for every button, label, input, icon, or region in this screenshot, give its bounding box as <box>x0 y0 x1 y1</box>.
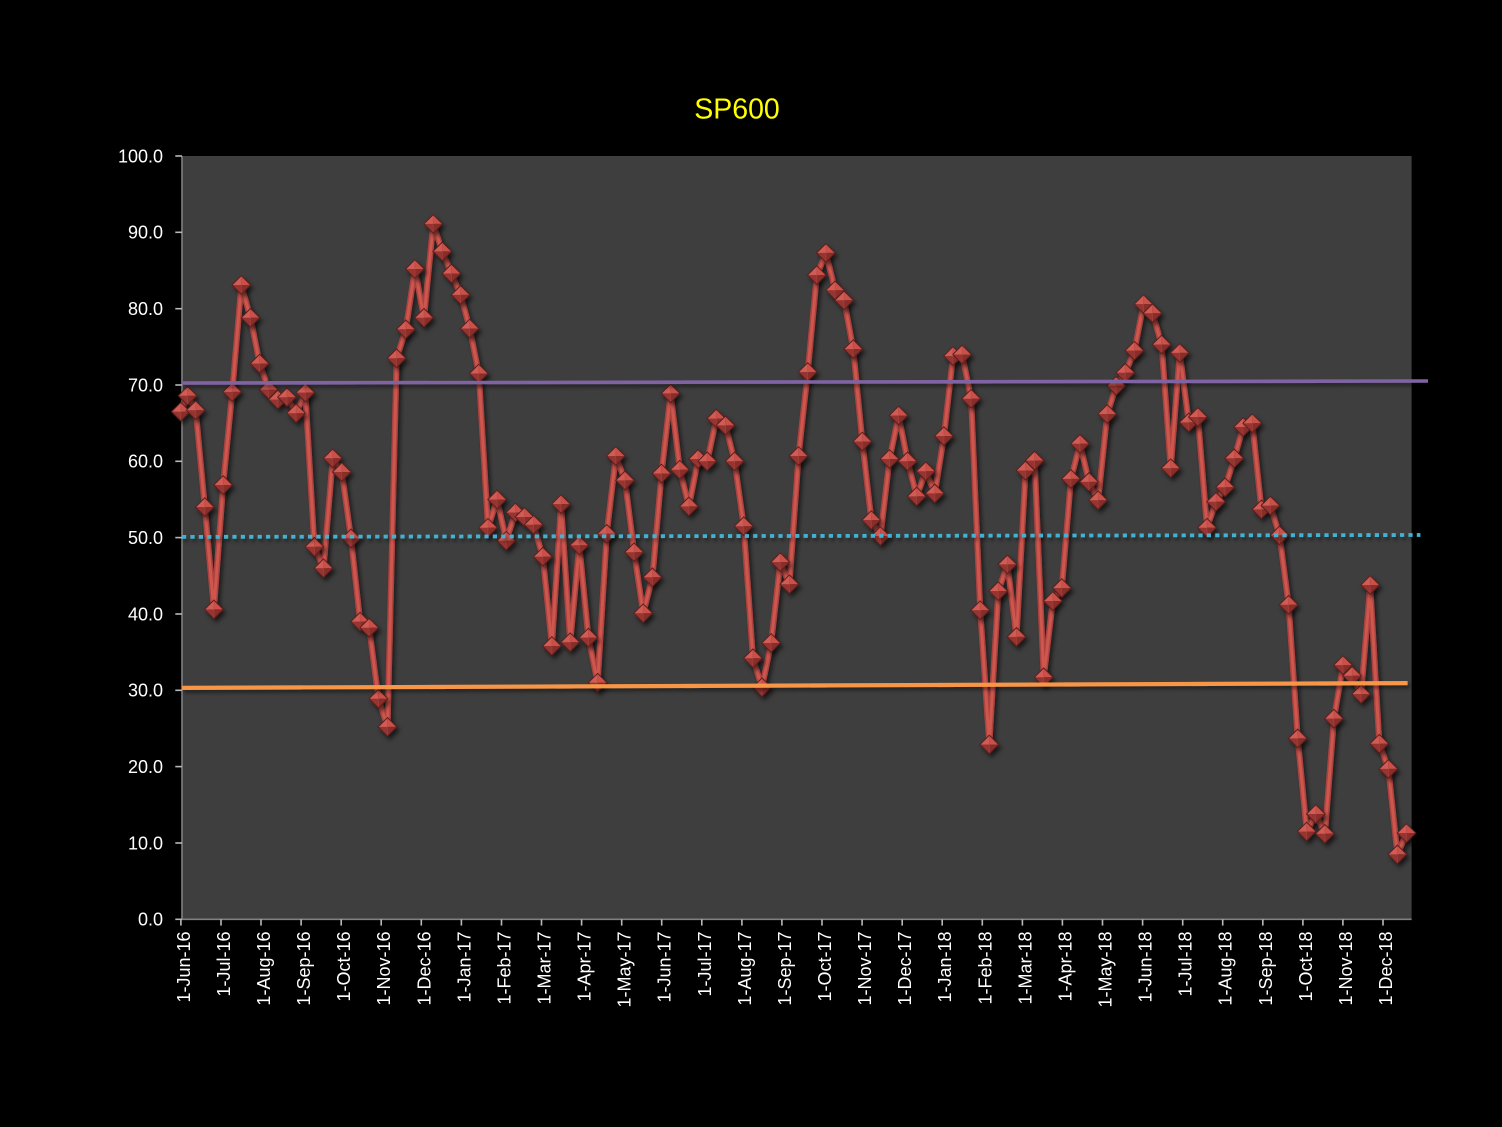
svg-text:1-Oct-16: 1-Oct-16 <box>334 932 354 1002</box>
svg-text:1-May-18: 1-May-18 <box>1096 932 1116 1008</box>
svg-text:1-Mar-17: 1-Mar-17 <box>535 932 555 1005</box>
svg-text:1-Nov-18: 1-Nov-18 <box>1336 932 1356 1006</box>
svg-text:1-Jul-17: 1-Jul-17 <box>695 932 715 997</box>
svg-text:1-Aug-18: 1-Aug-18 <box>1216 932 1236 1006</box>
svg-text:60.0: 60.0 <box>128 452 163 472</box>
svg-text:40.0: 40.0 <box>128 604 163 624</box>
svg-text:0.0: 0.0 <box>138 910 163 930</box>
svg-text:1-Aug-16: 1-Aug-16 <box>254 932 274 1006</box>
svg-text:1-Apr-18: 1-Apr-18 <box>1055 932 1075 1002</box>
svg-text:80.0: 80.0 <box>128 299 163 319</box>
svg-text:1-Dec-17: 1-Dec-17 <box>895 932 915 1006</box>
svg-text:1-Dec-18: 1-Dec-18 <box>1376 932 1396 1006</box>
svg-text:SP600: SP600 <box>694 94 780 126</box>
svg-text:1-Jun-17: 1-Jun-17 <box>655 932 675 1003</box>
svg-text:1-Feb-18: 1-Feb-18 <box>975 932 995 1005</box>
svg-text:10.0: 10.0 <box>128 833 163 853</box>
svg-text:90.0: 90.0 <box>128 223 163 243</box>
svg-text:50.0: 50.0 <box>128 528 163 548</box>
svg-text:1-Sep-18: 1-Sep-18 <box>1256 932 1276 1006</box>
svg-text:1-Dec-16: 1-Dec-16 <box>414 932 434 1006</box>
svg-text:1-Nov-17: 1-Nov-17 <box>855 932 875 1006</box>
svg-text:1-Jan-17: 1-Jan-17 <box>454 932 474 1003</box>
svg-text:70.0: 70.0 <box>128 375 163 395</box>
svg-text:1-Nov-16: 1-Nov-16 <box>374 932 394 1006</box>
svg-text:100.0: 100.0 <box>118 146 163 166</box>
svg-text:1-Aug-17: 1-Aug-17 <box>735 932 755 1006</box>
svg-text:30.0: 30.0 <box>128 681 163 701</box>
svg-text:1-Sep-17: 1-Sep-17 <box>775 932 795 1006</box>
svg-text:1-Jan-18: 1-Jan-18 <box>935 932 955 1003</box>
svg-text:1-Jul-16: 1-Jul-16 <box>214 932 234 997</box>
svg-text:1-Jul-18: 1-Jul-18 <box>1176 932 1196 997</box>
svg-text:1-Sep-16: 1-Sep-16 <box>294 932 314 1006</box>
svg-text:1-Mar-18: 1-Mar-18 <box>1015 932 1035 1005</box>
svg-text:1-Jun-16: 1-Jun-16 <box>174 932 194 1003</box>
svg-text:1-Jun-18: 1-Jun-18 <box>1136 932 1156 1003</box>
svg-text:1-Apr-17: 1-Apr-17 <box>575 932 595 1002</box>
svg-text:1-May-17: 1-May-17 <box>615 932 635 1008</box>
svg-text:1-Oct-18: 1-Oct-18 <box>1296 932 1316 1002</box>
svg-text:1-Oct-17: 1-Oct-17 <box>815 932 835 1002</box>
svg-text:20.0: 20.0 <box>128 757 163 777</box>
svg-text:1-Feb-17: 1-Feb-17 <box>495 932 515 1005</box>
